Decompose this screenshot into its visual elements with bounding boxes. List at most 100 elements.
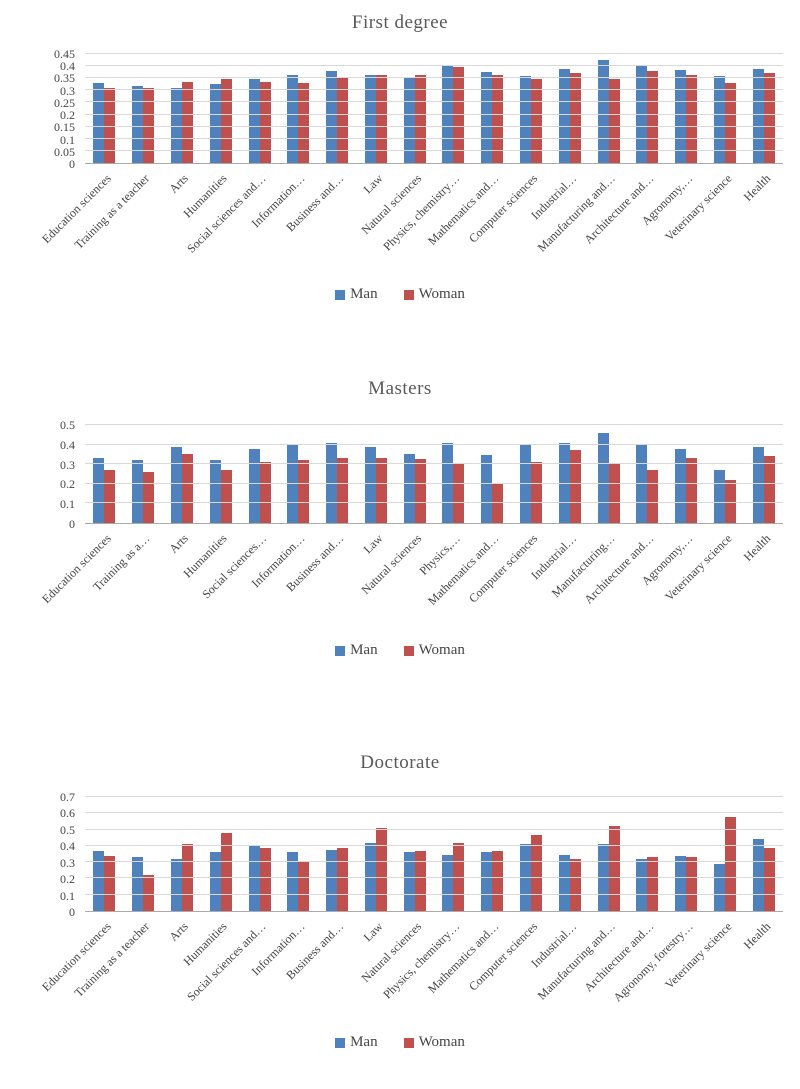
bar-man [519, 75, 531, 163]
bar-woman [337, 848, 349, 911]
bar-man [287, 852, 299, 911]
legend-label: Man [350, 642, 378, 658]
bar-woman [104, 855, 116, 911]
bar-woman [686, 458, 698, 523]
bar-man [287, 444, 299, 523]
bar-man [248, 448, 260, 523]
y-axis-tick-label: 0.15 [54, 120, 75, 135]
y-axis: 0.5 0.4 0.3 0.2 0.1 0 [0, 419, 85, 530]
x-axis-label: Health [740, 531, 773, 564]
bar-woman [686, 74, 698, 163]
x-axis-label: Health [740, 171, 773, 204]
bar-woman [220, 79, 232, 163]
y-axis-tick-label: 0.3 [60, 83, 75, 98]
bar-group [628, 425, 667, 523]
bar-group [395, 797, 434, 911]
bar-group [512, 54, 551, 163]
bar-group [318, 797, 357, 911]
legend-label: Woman [418, 642, 465, 658]
x-axis-label: Health [740, 919, 773, 952]
bar-group [628, 54, 667, 163]
bar-man [93, 850, 105, 911]
bar-woman [569, 73, 581, 163]
y-axis-tick-label: 0.1 [60, 132, 75, 147]
bar-group [395, 54, 434, 163]
y-axis-tick-label: 0 [69, 517, 75, 531]
x-axis-labels: Education sciences Training as a teacher A… [39, 912, 783, 1012]
bar-man [248, 79, 260, 163]
bar-man [675, 855, 687, 911]
chart-title: Doctorate [360, 752, 440, 773]
bar-woman [337, 458, 349, 523]
bar-woman [724, 816, 736, 911]
bar-woman [259, 81, 271, 163]
bar-man [326, 70, 338, 163]
bar-group [124, 797, 163, 911]
chart-title: Masters [368, 378, 432, 399]
bar-woman [375, 74, 387, 163]
bar-group [667, 54, 706, 163]
legend-label: Woman [418, 286, 465, 302]
bar-man [287, 74, 299, 163]
chart-doctorate: Doctorate 0.7 0.6 0.5 0.4 0.3 0.2 0.1 0 Educati… [0, 752, 800, 1051]
bar-group [512, 425, 551, 523]
y-axis-tick-label: 0.4 [60, 437, 75, 452]
gridline [85, 149, 783, 151]
chart-title: First degree [351, 12, 449, 33]
bar-man [597, 60, 609, 163]
legend-swatch-woman [403, 289, 414, 300]
bar-group [744, 425, 783, 523]
bar-woman [647, 470, 659, 523]
bar-group [434, 797, 473, 911]
bar-man [170, 87, 182, 163]
y-axis: 0.45 0.4 0.35 0.3 0.25 0.2 0.15 0.1 0.05 0 [0, 48, 85, 170]
bar-man [403, 454, 415, 523]
y-axis-tick-label: 0.5 [60, 418, 75, 432]
bar-man [558, 68, 570, 163]
gridline [85, 137, 783, 139]
x-axis-label: Computer sciences [465, 531, 541, 606]
x-axis-label: Education sciences [38, 531, 114, 606]
bar-group [85, 425, 124, 523]
bar-woman [143, 472, 155, 523]
bar-man [752, 446, 764, 523]
y-axis-tick-label: 0.2 [60, 108, 75, 123]
gridline [85, 53, 783, 54]
bar-group [240, 797, 279, 911]
bar-group [395, 425, 434, 523]
bar-woman [608, 826, 620, 911]
gridline [85, 65, 783, 67]
bar-man [132, 85, 144, 163]
y-axis-tick-label: 0.5 [60, 822, 75, 837]
bar-woman [453, 67, 465, 163]
bar-group [473, 425, 512, 523]
plot-area [85, 53, 783, 164]
bar-group [163, 425, 202, 523]
gridline [85, 482, 783, 484]
bar-woman [375, 458, 387, 523]
bar-group [706, 425, 745, 523]
y-axis-tick-label: 0.4 [60, 839, 75, 854]
y-axis-tick-label: 0.35 [54, 71, 75, 86]
bar-group [589, 425, 628, 523]
x-axis-label: Architecture and… [581, 919, 657, 995]
bar-woman [608, 79, 620, 163]
legend-item-man: Man [335, 1034, 378, 1051]
bars-row [85, 54, 783, 163]
bar-man [364, 843, 376, 911]
bar-woman [143, 87, 155, 163]
bar-man [132, 857, 144, 911]
bar-woman [530, 79, 542, 163]
bar-man [713, 470, 725, 523]
legend-swatch-woman [403, 645, 414, 656]
x-axis-label: Training as a teacher [71, 919, 153, 1000]
bar-woman [724, 83, 736, 163]
x-axis-label: Training as a teacher [71, 171, 153, 252]
bar-group [473, 797, 512, 911]
gridline [85, 502, 783, 504]
bar-woman [492, 483, 504, 523]
bars-row [85, 425, 783, 523]
gridline [85, 844, 783, 846]
bar-group [589, 54, 628, 163]
y-axis-tick-label: 0.6 [60, 806, 75, 821]
